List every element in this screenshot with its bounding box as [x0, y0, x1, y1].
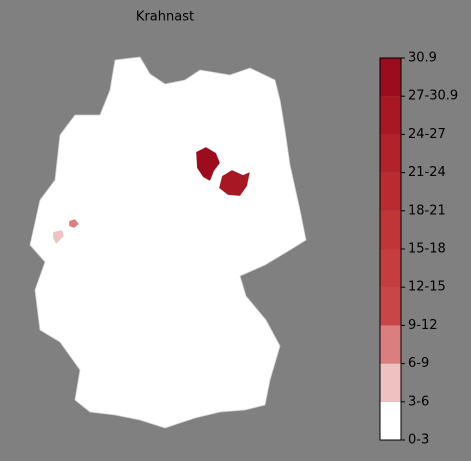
colorbar-segment — [380, 210, 401, 249]
region — [52, 229, 65, 245]
colorbar-segment — [380, 287, 401, 326]
colorbar-label: 3-6 — [408, 394, 429, 409]
map-title: Krahnast — [136, 10, 194, 25]
colorbar-label: 30.9 — [408, 51, 437, 66]
colorbar-segment — [380, 401, 401, 440]
colorbar-segment — [380, 58, 401, 97]
colorbar-segment — [380, 172, 401, 211]
colorbar-label: 0-3 — [408, 433, 429, 448]
colorbar: 0-3 3-6 6-9 9-12 12-15 15-18 18-21 21-24 24-27 27… — [379, 51, 458, 448]
region — [218, 169, 251, 197]
colorbar-segment — [380, 363, 401, 402]
colorbar-label: 18-21 — [408, 203, 446, 218]
colorbar-label: 9-12 — [408, 318, 438, 333]
region — [195, 146, 221, 182]
region — [68, 218, 80, 229]
colorbar-segment — [380, 325, 401, 364]
colorbar-label: 15-18 — [408, 242, 446, 257]
colorbar-label: 21-24 — [408, 165, 446, 180]
colorbar-segment — [380, 249, 401, 288]
colorbar-segment — [380, 96, 401, 135]
colorbar-label: 27-30.9 — [408, 89, 458, 104]
country-outline — [29, 56, 307, 429]
colorbar-label: 6-9 — [408, 356, 429, 371]
colorbar-segment — [380, 134, 401, 173]
colorbar-label: 12-15 — [408, 280, 446, 295]
regions — [52, 146, 251, 245]
colorbar-label: 24-27 — [408, 127, 446, 142]
